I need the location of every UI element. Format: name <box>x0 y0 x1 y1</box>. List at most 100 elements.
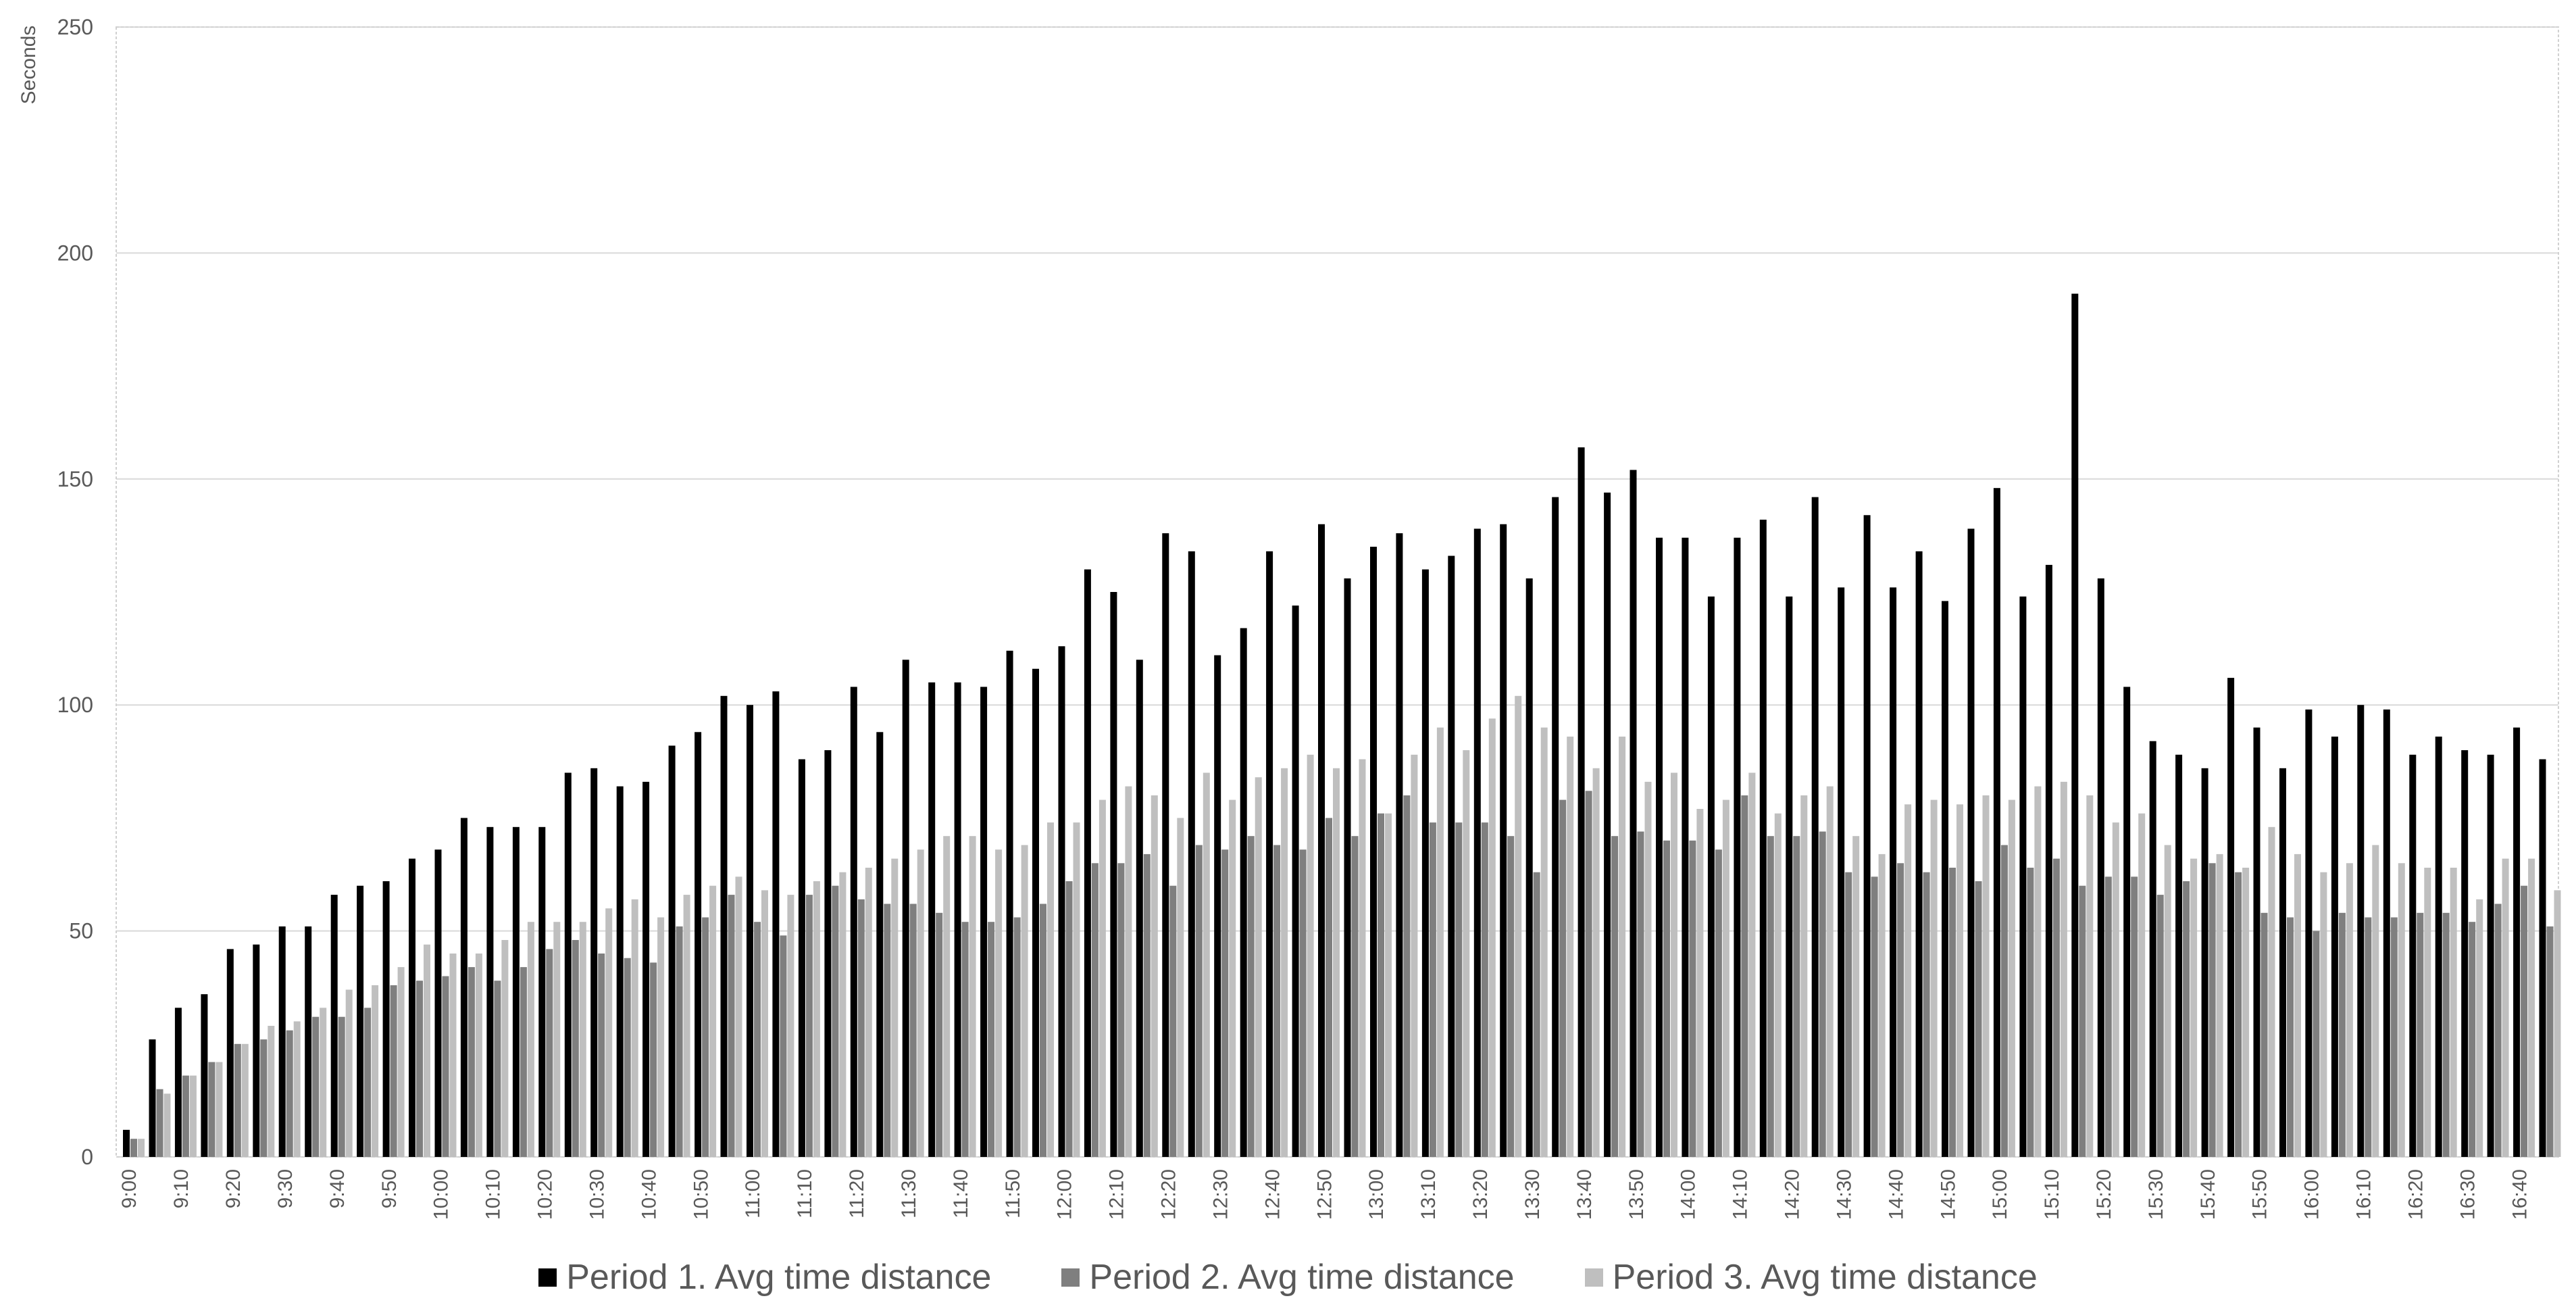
y-tick-label: 0 <box>81 1145 93 1169</box>
bar-period-1 <box>1448 555 1455 1157</box>
y-tick-label: 150 <box>57 467 93 491</box>
bar-period-3 <box>2294 854 2301 1157</box>
bar-period-2 <box>1403 795 1411 1157</box>
bar-period-1 <box>2227 678 2235 1157</box>
bar-period-3 <box>1255 777 1262 1157</box>
bar-period-2 <box>1611 836 1619 1157</box>
bar-period-3 <box>1307 754 1314 1157</box>
x-tick-label: 12:30 <box>1209 1169 1232 1220</box>
bar-period-2 <box>234 1043 241 1157</box>
bar-period-2 <box>780 935 787 1157</box>
x-tick-label: 16:10 <box>2353 1169 2375 1220</box>
bar-period-1 <box>486 826 494 1157</box>
x-tick-label: 12:00 <box>1054 1169 1076 1220</box>
bar-period-3 <box>2242 868 2250 1157</box>
y-tick-label: 200 <box>57 241 93 265</box>
bar-period-2 <box>286 1030 293 1157</box>
bar-period-3 <box>1515 695 1522 1157</box>
bar-period-1 <box>1942 601 1948 1157</box>
x-tick-label: 11:50 <box>1002 1169 1024 1218</box>
x-tick-label: 12:50 <box>1313 1169 1336 1220</box>
bar-period-3 <box>2112 822 2119 1157</box>
bar-period-3 <box>138 1139 145 1157</box>
bar-period-1 <box>1915 551 1923 1157</box>
bar-period-1 <box>2097 578 2104 1157</box>
bar-period-3 <box>761 890 768 1157</box>
x-tick-label: 10:10 <box>482 1169 505 1220</box>
bar-period-2 <box>728 895 735 1157</box>
y-tick-label: 250 <box>57 15 93 39</box>
x-tick-label: 15:30 <box>2145 1169 2167 1220</box>
bar-period-1 <box>1292 605 1299 1157</box>
bar-period-2 <box>884 904 891 1157</box>
bar-period-2 <box>832 885 839 1157</box>
bar-period-2 <box>468 967 475 1157</box>
legend-label-period-1: Period 1. Avg time distance <box>566 1258 992 1297</box>
bar-period-1 <box>954 682 961 1157</box>
bar-period-2 <box>1169 885 1177 1157</box>
bar-period-3 <box>1748 772 1756 1157</box>
bar-period-3 <box>1540 727 1548 1157</box>
x-tick-label: 16:00 <box>2301 1169 2323 1220</box>
bar-period-1 <box>1318 524 1325 1157</box>
bar-period-2 <box>2546 926 2554 1157</box>
bar-period-1 <box>1525 578 1533 1157</box>
bar-period-1 <box>1006 650 1013 1157</box>
bar-period-2 <box>2442 912 2450 1157</box>
bar-period-2 <box>2000 845 2008 1157</box>
bar-period-1 <box>1604 492 1611 1157</box>
bar-period-3 <box>449 954 457 1157</box>
x-tick-label: 10:40 <box>638 1169 660 1220</box>
bar-period-3 <box>891 858 899 1157</box>
bar-period-1 <box>2357 705 2365 1157</box>
x-tick-label: 11:30 <box>898 1169 920 1218</box>
bar-period-2 <box>1637 831 1644 1157</box>
bar-period-1 <box>1630 470 1637 1157</box>
x-tick-label: 11:10 <box>794 1169 816 1218</box>
bar-period-1 <box>2409 754 2417 1157</box>
bar-period-1 <box>1811 497 1819 1157</box>
bar-period-3 <box>1177 818 1184 1157</box>
bar-period-2 <box>1689 840 1696 1157</box>
bar-period-3 <box>995 849 1003 1157</box>
bar-period-2 <box>805 895 813 1157</box>
bar-period-3 <box>1930 799 1938 1157</box>
bar-period-3 <box>969 836 976 1157</box>
bar-period-3 <box>2528 858 2535 1157</box>
bar-period-2 <box>1091 863 1098 1157</box>
bar-period-2 <box>494 981 501 1157</box>
legend-label-period-3: Period 3. Avg time distance <box>1612 1258 2038 1297</box>
bar-period-1 <box>1863 515 1871 1157</box>
x-tick-label: 12:20 <box>1158 1169 1180 1220</box>
bar-period-2 <box>702 917 709 1157</box>
bar-period-1 <box>1084 569 1091 1157</box>
bar-period-1 <box>149 1039 156 1157</box>
bar-period-2 <box>2365 917 2372 1157</box>
bar-period-1 <box>642 781 650 1157</box>
legend-item-period-2: Period 2. Avg time distance <box>1061 1257 1515 1297</box>
bar-period-1 <box>1396 533 1403 1157</box>
bar-period-3 <box>2320 872 2327 1157</box>
x-tick-label: 15:50 <box>2249 1169 2271 1220</box>
bar-period-2 <box>260 1039 268 1157</box>
bar-period-1 <box>1967 528 1975 1157</box>
bar-period-3 <box>2008 799 2015 1157</box>
x-tick-label: 13:00 <box>1365 1169 1388 1220</box>
bar-period-2 <box>1065 881 1073 1157</box>
legend-label-period-2: Period 2. Avg time distance <box>1089 1258 1515 1297</box>
bar-period-2 <box>2469 922 2476 1157</box>
x-tick-label: 14:10 <box>1729 1169 1752 1220</box>
bar-period-1 <box>564 772 572 1157</box>
x-tick-label: 13:40 <box>1573 1169 1596 1220</box>
x-tick-label: 10:50 <box>690 1169 712 1220</box>
bar-period-2 <box>1429 822 1436 1157</box>
bar-period-3 <box>2346 863 2353 1157</box>
bar-period-2 <box>2131 876 2138 1157</box>
bar-period-2 <box>2287 917 2294 1157</box>
bars <box>123 293 2561 1158</box>
bar-period-1 <box>1552 497 1559 1157</box>
bar-period-1 <box>2045 564 2052 1157</box>
bar-period-3 <box>1151 795 1158 1157</box>
bar-period-1 <box>2253 727 2261 1157</box>
